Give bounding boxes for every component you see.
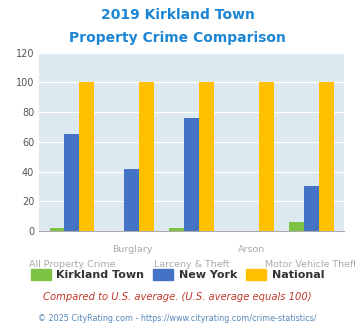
Bar [184,118,199,231]
Bar [65,134,80,231]
Text: Compared to U.S. average. (U.S. average equals 100): Compared to U.S. average. (U.S. average … [43,292,312,302]
Bar [289,222,304,231]
Legend: Kirkland Town, New York, National: Kirkland Town, New York, National [26,265,329,284]
Bar [139,82,154,231]
Text: Larceny & Theft: Larceny & Theft [154,259,230,269]
Bar [169,228,184,231]
Bar [199,82,214,231]
Bar [319,82,334,231]
Text: Burglary: Burglary [112,245,152,254]
Bar [304,186,319,231]
Bar [50,228,65,231]
Bar [259,82,274,231]
Text: All Property Crime: All Property Crime [29,259,115,269]
Text: © 2025 CityRating.com - https://www.cityrating.com/crime-statistics/: © 2025 CityRating.com - https://www.city… [38,314,317,323]
Text: Motor Vehicle Theft: Motor Vehicle Theft [266,259,355,269]
Bar [80,82,94,231]
Text: 2019 Kirkland Town: 2019 Kirkland Town [100,8,255,22]
Text: Arson: Arson [238,245,265,254]
Text: Property Crime Comparison: Property Crime Comparison [69,31,286,45]
Bar [124,169,139,231]
